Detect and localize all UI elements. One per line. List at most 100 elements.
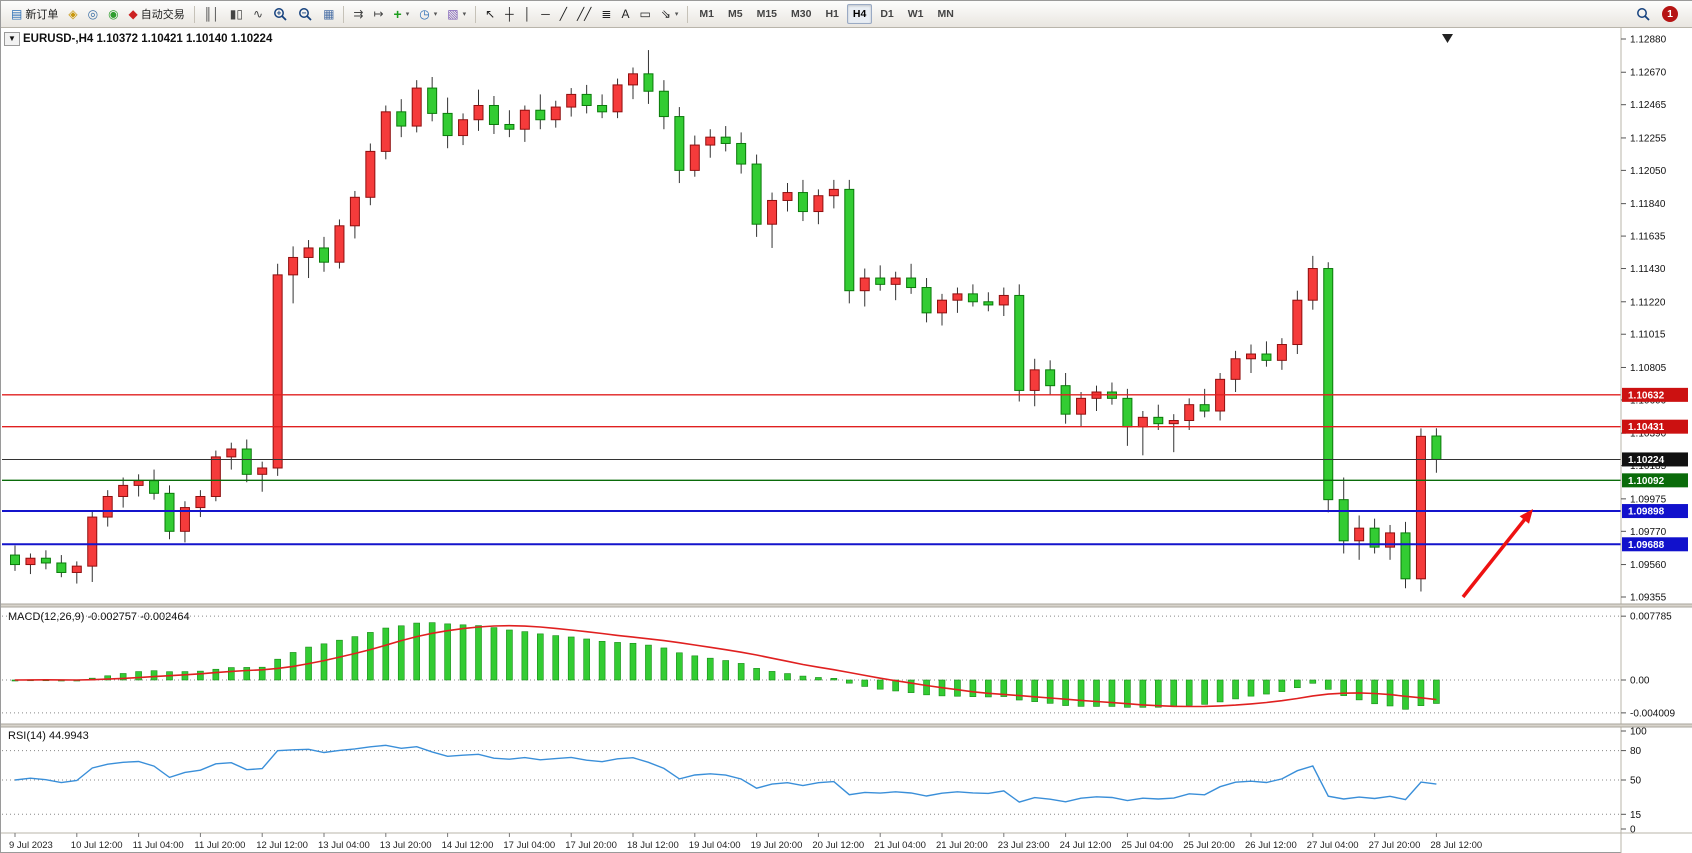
navigator-button[interactable]: ◎ (83, 4, 103, 25)
time-label: 17 Jul 04:00 (503, 840, 555, 851)
timeframe-h4-button[interactable]: H4 (846, 4, 873, 24)
sounds-button[interactable]: ◉ (103, 4, 123, 25)
tile-windows-icon: ▦ (323, 7, 335, 21)
indicators-button[interactable]: + ▾ (389, 4, 415, 25)
candle (118, 477, 129, 508)
candle (427, 76, 438, 122)
macd-histogram-bar (1031, 679, 1038, 702)
chart-shift-marker-icon[interactable] (1442, 34, 1453, 43)
macd-histogram-bar (506, 629, 513, 681)
macd-histogram-bar (397, 625, 405, 681)
time-label: 20 Jul 12:00 (812, 840, 864, 851)
periods-button[interactable]: ◷ ▾ (414, 4, 442, 25)
rsi-panel[interactable] (2, 744, 1621, 815)
line-chart-mode-button[interactable]: ∿ (248, 4, 268, 25)
one-click-trading-toggle[interactable]: ▼ (4, 32, 20, 46)
text-label-tool-button[interactable]: ▭ (634, 4, 655, 25)
price-line-label-box (1622, 452, 1688, 467)
timeframe-m1-button[interactable]: M1 (699, 8, 714, 20)
macd-histogram-bar (1278, 679, 1286, 692)
candle (303, 240, 314, 279)
candle (628, 67, 638, 100)
candle (1323, 262, 1334, 513)
timeframe-h1-button[interactable]: H1 (825, 8, 839, 20)
macd-histogram-bar (954, 679, 961, 697)
timeframe-w1-button[interactable]: W1 (907, 8, 924, 20)
trendline-tool-button[interactable]: ╱ (555, 4, 572, 25)
cursor-button[interactable]: ↖ (480, 4, 500, 25)
macd-histogram-bar (459, 624, 467, 681)
new-order-button[interactable]: ▤ 新订单 (6, 4, 63, 25)
price-scale[interactable]: 1.12880 1.12670 1.12465 1.12255 1.12050 1.118… (1620, 28, 1692, 853)
main-chart-panel[interactable] (2, 50, 1621, 592)
macd-histogram-bar (567, 636, 575, 681)
macd-histogram-bar (1433, 679, 1440, 704)
trend-arrow-annotation[interactable] (1461, 509, 1533, 599)
channel-tool-button[interactable]: ╱╱ (572, 4, 596, 25)
macd-histogram-bar (830, 678, 838, 681)
candle (1106, 382, 1117, 405)
candle (102, 490, 113, 527)
candle (967, 284, 978, 307)
timeframe-m15-button[interactable]: M15 (756, 8, 778, 20)
vertical-line-tool-button[interactable]: │ (519, 4, 537, 25)
timeframe-m5-button[interactable]: M5 (727, 8, 743, 20)
horizontal-lines-layer[interactable] (2, 394, 1621, 546)
timeframe-mn-button[interactable]: MN (937, 8, 954, 20)
indicators-icon: + (393, 6, 402, 22)
svg-text:−: − (302, 8, 307, 17)
macd-histogram-bar (1046, 679, 1054, 704)
time-axis[interactable]: 9 Jul 2023 10 Jul 12:00 11 Jul 04:00 11 Jul… (1, 832, 1692, 851)
metaeditor-button[interactable]: ◈ (63, 4, 82, 25)
autotrading-button[interactable]: ◆ 自动交易 (124, 4, 190, 25)
arrows-tool-button[interactable]: ⇘ ▾ (656, 4, 684, 25)
macd-histogram-bar (1000, 679, 1008, 697)
candle (1276, 338, 1287, 370)
candle (1199, 388, 1210, 418)
candle (998, 287, 1009, 317)
notification-badge[interactable]: 1 (1662, 6, 1678, 22)
timeframe-m30-button[interactable]: M30 (791, 8, 812, 20)
panel-splitter[interactable] (1, 604, 1692, 607)
timeframe-d1-button[interactable]: D1 (880, 8, 894, 20)
candle (334, 219, 345, 269)
time-label: 19 Jul 20:00 (751, 840, 803, 851)
candle (149, 469, 160, 500)
panel-splitter[interactable] (1, 724, 1692, 727)
crosshair-button[interactable]: ┼ (500, 4, 519, 25)
tile-windows-button[interactable]: ▦ (318, 4, 339, 25)
fibonacci-tool-button[interactable]: ≣ (596, 4, 616, 25)
zoom-out-button[interactable]: − (293, 4, 318, 25)
macd-histogram-bar (552, 635, 560, 681)
horizontal-line-tool-button[interactable]: ─ (536, 4, 555, 25)
macd-histogram-bar (799, 675, 807, 681)
candle (767, 192, 778, 248)
toolbar-separator (475, 5, 477, 23)
time-label: 9 Jul 2023 (9, 840, 53, 851)
line-chart-mode-icon: ∿ (253, 7, 264, 21)
templates-button[interactable]: ▧ ▾ (442, 4, 471, 25)
candle (597, 94, 608, 119)
candle (488, 95, 499, 134)
auto-scroll-button[interactable]: ⇉ (348, 4, 368, 25)
macd-panel[interactable] (2, 615, 1621, 714)
zoom-in-button[interactable]: + (268, 4, 293, 25)
macd-histogram-bar (923, 679, 930, 696)
price-tick-label: 1.11015 (1630, 330, 1666, 341)
candlestick-mode-button[interactable]: ▮▯ (225, 4, 248, 25)
text-tool-button[interactable]: A (616, 4, 634, 25)
toolbar-separator (687, 5, 689, 23)
price-tick-label: 1.12670 (1630, 68, 1667, 79)
macd-histogram-bar (428, 622, 436, 681)
search-button[interactable] (1631, 4, 1656, 25)
price-tick-label: 1.10185 (1630, 461, 1667, 472)
autotrading-icon: ◆ (128, 7, 138, 21)
candle (226, 442, 237, 470)
price-line-label: 1.09688 (1628, 540, 1665, 551)
macd-histogram-bar (490, 627, 498, 681)
bar-chart-mode-icon: ║│ (203, 7, 220, 21)
bar-chart-mode-button[interactable]: ║│ (199, 4, 225, 25)
chart-shift-button[interactable]: ↦ (368, 4, 388, 25)
time-label: 26 Jul 12:00 (1245, 840, 1297, 851)
